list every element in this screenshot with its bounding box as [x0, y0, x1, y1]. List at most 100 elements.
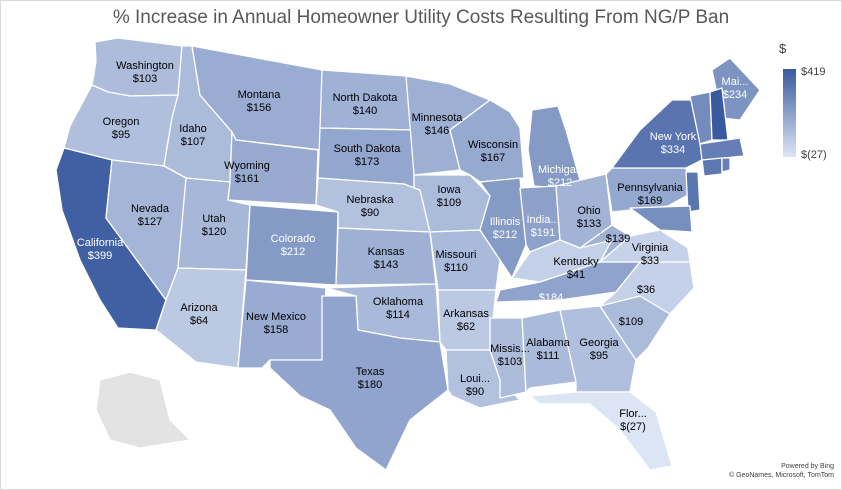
label-value: $120: [201, 226, 227, 238]
label-name: Missis...: [490, 343, 530, 355]
label-value: $158: [263, 324, 289, 336]
label-name: Michigan: [537, 164, 583, 176]
label-name: Texas: [355, 366, 385, 378]
label-name: Oregon: [102, 116, 140, 128]
label-value: $110: [444, 262, 468, 274]
label-name: Idaho: [179, 123, 207, 135]
label-wyoming: Wyoming $161: [224, 160, 270, 186]
label-value: $140: [352, 105, 378, 117]
label-oregon: Oregon $95: [103, 116, 140, 142]
label-name: Arkansas: [443, 308, 489, 320]
label-value: $62: [456, 321, 476, 333]
map-attribution: Powered by Bing © GeoNames, Microsoft, T…: [729, 462, 834, 480]
label-south-dakota: South Dakota $173: [334, 143, 401, 169]
label-maine: Mai... $234: [722, 76, 749, 102]
label-value: $234: [722, 89, 748, 101]
label-value: $156: [246, 102, 272, 114]
label-missouri: Missouri $110: [436, 249, 477, 275]
label-new-mexico: New Mexico $158: [246, 311, 306, 337]
attribution-sources: © GeoNames, Microsoft, TomTom: [729, 472, 834, 479]
label-south-carolina: $109: [619, 316, 643, 329]
label-value: $33: [640, 255, 660, 267]
label-value: $169: [637, 195, 663, 207]
label-nevada: Nevada $127: [131, 203, 169, 229]
label-utah: Utah $120: [202, 213, 226, 239]
label-value: $114: [386, 309, 410, 321]
state-alaska: [95, 371, 191, 449]
attribution-powered-by: Powered by Bing: [781, 463, 834, 470]
label-georgia: Georgia $95: [579, 337, 618, 363]
label-value: $90: [465, 386, 485, 398]
label-value: $(27): [620, 421, 646, 433]
label-value: $139: [605, 233, 631, 245]
label-value: $212: [492, 229, 518, 241]
label-nebraska: Nebraska $90: [346, 194, 393, 220]
label-value: $127: [137, 216, 163, 228]
label-ohio: Ohio $133: [577, 205, 601, 231]
label-north-carolina: $36: [637, 284, 655, 297]
label-name: Wisconsin: [467, 139, 519, 151]
label-louisiana: Loui... $90: [460, 373, 490, 399]
label-alabama: Alabama $111: [526, 337, 569, 363]
state-connecticut: [701, 157, 723, 177]
legend-unit: $: [779, 41, 787, 56]
label-name: Iowa: [437, 184, 461, 196]
state-maryland-delaware: [629, 205, 693, 233]
label-colorado: Colorado $212: [271, 233, 316, 259]
state-alabama: [521, 309, 577, 393]
state-florida: [529, 391, 673, 471]
label-name: Flor...: [619, 408, 647, 420]
label-florida: Flor... $(27): [619, 408, 647, 434]
label-name: Utah: [202, 213, 226, 225]
label-arkansas: Arkansas $62: [443, 308, 489, 334]
state-missouri: [429, 229, 501, 291]
label-name: Nevada: [131, 203, 169, 215]
label-name: Pennsylvania: [617, 182, 683, 194]
label-name: Illinois: [489, 216, 521, 228]
label-value: $399: [87, 250, 113, 262]
label-value: $143: [373, 259, 399, 271]
label-name: Virginia: [631, 242, 669, 254]
state-wisconsin: [449, 99, 525, 183]
label-value: $191: [530, 227, 556, 239]
label-value: $41: [566, 269, 586, 281]
label-pennsylvania: Pennsylvania $169: [617, 182, 682, 208]
label-name: Nebraska: [346, 194, 394, 206]
label-value: $36: [636, 284, 656, 296]
label-name: Wyoming: [224, 160, 270, 172]
label-new-york: New York $334: [650, 131, 696, 157]
label-value: $111: [536, 350, 560, 362]
label-arizona: Arizona $64: [180, 302, 217, 328]
label-name: New York: [649, 131, 697, 143]
label-name: Montana: [237, 89, 281, 101]
label-texas: Texas $180: [356, 366, 385, 392]
label-name: Georgia: [579, 337, 619, 349]
label-tennessee: $184: [539, 292, 563, 305]
label-name: Minnesota: [411, 112, 463, 124]
label-name: Kansas: [367, 246, 405, 258]
label-name: Kentucky: [553, 256, 599, 268]
label-north-dakota: North Dakota $140: [333, 92, 398, 118]
label-idaho: Idaho $107: [179, 123, 207, 149]
label-value: $107: [180, 136, 206, 148]
label-name: Washington: [116, 60, 174, 72]
label-value: $146: [424, 125, 450, 137]
label-value: $161: [234, 173, 260, 185]
label-name: Alabama: [526, 337, 570, 349]
label-name: Colorado: [270, 233, 316, 245]
label-value: $212: [280, 246, 306, 258]
label-kansas: Kansas $143: [368, 246, 405, 272]
state-new-jersey: [685, 171, 701, 213]
label-name: Oklahoma: [372, 296, 424, 308]
label-oklahoma: Oklahoma $114: [373, 296, 423, 322]
label-value: $95: [589, 350, 609, 362]
map-title: % Increase in Annual Homeowner Utility C…: [112, 7, 730, 28]
label-minnesota: Minnesota $146: [412, 112, 463, 138]
label-value: $334: [660, 144, 686, 156]
label-value: $90: [360, 207, 380, 219]
label-name: South Dakota: [333, 143, 401, 155]
label-value: $64: [189, 315, 209, 327]
label-iowa: Iowa $109: [437, 184, 461, 210]
label-michigan: Michigan $212: [538, 164, 582, 190]
